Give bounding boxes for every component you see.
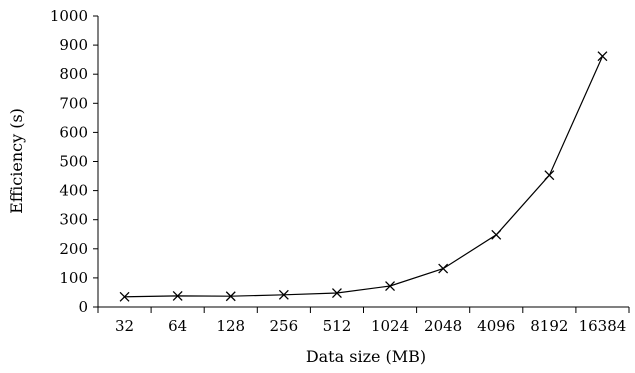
y-tick-label: 400	[59, 182, 88, 200]
x-axis: 32 64 128 256 512 1024 2048 4096 8192 16384	[97, 306, 630, 335]
x-tick-label: 256	[270, 317, 299, 335]
y-axis-title: Efficiency (s)	[7, 108, 26, 214]
series-line	[124, 55, 604, 298]
y-tick-label: 200	[59, 240, 88, 258]
y-tick-label: 800	[59, 65, 88, 83]
data-point-marker	[119, 291, 130, 302]
data-point-marker	[331, 288, 342, 298]
y-axis: 0 100 200 300 400 500 600 700 800 900 1000	[50, 7, 99, 316]
x-tick-label: 4096	[477, 317, 515, 335]
x-tick-label: 32	[115, 317, 134, 335]
data-point-marker	[491, 229, 502, 240]
x-axis-title: Data size (MB)	[306, 347, 426, 366]
y-tick-label: 700	[59, 94, 88, 112]
x-tick-label: 128	[216, 317, 245, 335]
data-point-marker	[597, 51, 608, 62]
y-tick-label: 600	[59, 123, 88, 141]
data-point-marker	[225, 291, 236, 302]
x-tick-label: 64	[168, 317, 187, 335]
y-tick-label: 900	[59, 36, 88, 54]
y-tick-label: 500	[59, 153, 88, 171]
data-point-marker	[278, 289, 289, 300]
x-tick-label: 512	[323, 317, 352, 335]
y-tick-label: 0	[78, 298, 88, 316]
y-tick-label: 100	[59, 269, 88, 287]
y-tick-label: 300	[59, 211, 88, 229]
data-point-marker	[172, 290, 183, 301]
y-tick-label: 1000	[50, 7, 88, 25]
x-tick-label: 2048	[424, 317, 462, 335]
data-point-marker	[438, 263, 449, 274]
data-point-marker	[544, 170, 555, 181]
x-tick-label: 8192	[530, 317, 568, 335]
data-point-marker	[385, 281, 396, 292]
x-tick-label: 1024	[371, 317, 409, 335]
x-tick-label: 16384	[579, 317, 627, 335]
plot-area	[119, 51, 608, 302]
